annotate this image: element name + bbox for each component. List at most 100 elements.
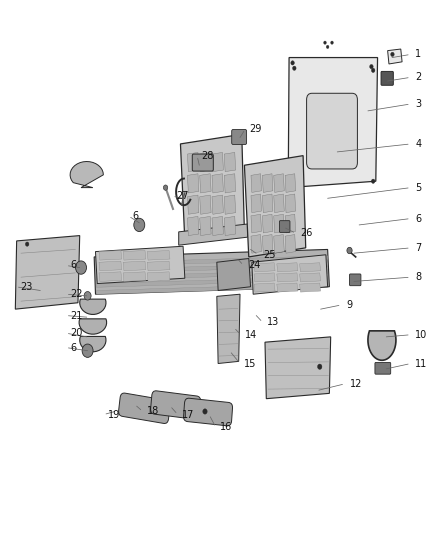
Polygon shape xyxy=(277,273,298,282)
Polygon shape xyxy=(285,235,296,253)
Circle shape xyxy=(318,364,322,369)
Text: 1: 1 xyxy=(415,50,421,59)
Polygon shape xyxy=(200,195,211,214)
Polygon shape xyxy=(212,152,223,172)
Text: 26: 26 xyxy=(300,229,313,238)
Polygon shape xyxy=(180,134,244,241)
Polygon shape xyxy=(147,251,170,260)
Polygon shape xyxy=(252,255,328,294)
Circle shape xyxy=(326,45,329,49)
Polygon shape xyxy=(262,235,273,253)
Polygon shape xyxy=(217,294,240,364)
Polygon shape xyxy=(300,263,321,272)
Polygon shape xyxy=(179,224,249,245)
Polygon shape xyxy=(262,174,273,192)
Polygon shape xyxy=(288,58,378,188)
Circle shape xyxy=(391,52,394,56)
Polygon shape xyxy=(251,194,261,213)
Text: 18: 18 xyxy=(147,407,159,416)
Polygon shape xyxy=(251,235,261,253)
Text: 6: 6 xyxy=(415,214,421,223)
Circle shape xyxy=(331,41,333,44)
FancyBboxPatch shape xyxy=(350,274,361,286)
Ellipse shape xyxy=(76,261,86,274)
Polygon shape xyxy=(285,214,296,233)
Polygon shape xyxy=(79,319,106,334)
Polygon shape xyxy=(388,49,402,64)
Polygon shape xyxy=(368,331,396,360)
Polygon shape xyxy=(123,272,146,281)
Polygon shape xyxy=(251,214,261,233)
Circle shape xyxy=(370,64,373,69)
Polygon shape xyxy=(254,273,275,282)
Polygon shape xyxy=(200,216,211,236)
Polygon shape xyxy=(99,272,122,281)
Polygon shape xyxy=(15,236,80,309)
Text: 9: 9 xyxy=(346,300,352,310)
Polygon shape xyxy=(187,195,199,214)
Polygon shape xyxy=(187,152,199,172)
Polygon shape xyxy=(224,216,236,236)
Text: 6: 6 xyxy=(70,261,76,270)
Circle shape xyxy=(163,185,168,190)
Polygon shape xyxy=(96,270,328,280)
FancyBboxPatch shape xyxy=(279,221,290,232)
Polygon shape xyxy=(212,195,223,214)
Text: 6: 6 xyxy=(133,211,139,221)
Text: 8: 8 xyxy=(415,272,421,282)
Polygon shape xyxy=(265,337,331,399)
Polygon shape xyxy=(300,283,321,292)
Polygon shape xyxy=(212,174,223,193)
Text: 24: 24 xyxy=(248,261,260,270)
Ellipse shape xyxy=(134,219,145,232)
Circle shape xyxy=(371,68,375,72)
Polygon shape xyxy=(285,194,296,213)
Polygon shape xyxy=(224,195,236,214)
FancyBboxPatch shape xyxy=(119,393,170,424)
Text: 21: 21 xyxy=(70,311,82,320)
Text: 17: 17 xyxy=(182,410,194,419)
Text: 22: 22 xyxy=(70,289,83,299)
Text: 13: 13 xyxy=(267,318,279,327)
Circle shape xyxy=(203,409,207,414)
Polygon shape xyxy=(224,174,236,193)
Polygon shape xyxy=(147,272,170,281)
Polygon shape xyxy=(96,277,328,287)
Polygon shape xyxy=(80,336,106,352)
Polygon shape xyxy=(244,156,306,257)
Circle shape xyxy=(347,247,352,254)
Text: 25: 25 xyxy=(263,250,276,260)
Polygon shape xyxy=(96,256,328,266)
Polygon shape xyxy=(285,174,296,192)
Polygon shape xyxy=(217,259,251,290)
Text: 5: 5 xyxy=(415,183,421,192)
Polygon shape xyxy=(274,174,284,192)
Polygon shape xyxy=(99,261,122,271)
Polygon shape xyxy=(70,161,103,188)
Polygon shape xyxy=(274,214,284,233)
Text: 11: 11 xyxy=(415,359,427,368)
FancyBboxPatch shape xyxy=(375,362,391,374)
Polygon shape xyxy=(80,299,106,314)
Polygon shape xyxy=(274,235,284,253)
Polygon shape xyxy=(123,261,146,271)
Circle shape xyxy=(84,292,91,300)
Polygon shape xyxy=(187,174,199,193)
Circle shape xyxy=(291,61,294,65)
Text: 3: 3 xyxy=(415,99,421,109)
Polygon shape xyxy=(212,216,223,236)
Text: 10: 10 xyxy=(415,330,427,340)
Circle shape xyxy=(293,66,296,70)
Text: 14: 14 xyxy=(245,330,258,340)
Circle shape xyxy=(25,242,29,246)
Text: 20: 20 xyxy=(70,328,82,338)
Text: 7: 7 xyxy=(415,243,421,253)
Text: 4: 4 xyxy=(415,139,421,149)
Polygon shape xyxy=(262,194,273,213)
Polygon shape xyxy=(200,152,211,172)
Polygon shape xyxy=(274,194,284,213)
Polygon shape xyxy=(94,249,329,294)
Text: 15: 15 xyxy=(244,359,257,368)
Text: 23: 23 xyxy=(20,282,32,292)
Ellipse shape xyxy=(82,344,93,357)
